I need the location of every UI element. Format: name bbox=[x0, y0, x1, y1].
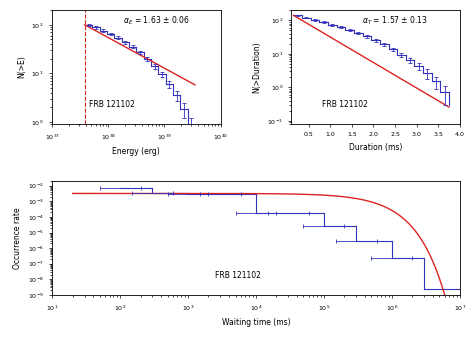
X-axis label: Duration (ms): Duration (ms) bbox=[349, 143, 402, 152]
Text: FRB 121102: FRB 121102 bbox=[215, 271, 261, 280]
X-axis label: Energy (erg): Energy (erg) bbox=[112, 147, 160, 156]
X-axis label: Waiting time (ms): Waiting time (ms) bbox=[222, 318, 290, 327]
Y-axis label: Occurrence rate: Occurrence rate bbox=[13, 207, 22, 269]
Y-axis label: N(>E): N(>E) bbox=[17, 56, 26, 79]
Text: $\alpha_T$ = 1.57 $\pm$ 0.13: $\alpha_T$ = 1.57 $\pm$ 0.13 bbox=[362, 15, 428, 27]
Y-axis label: N(>Duration): N(>Duration) bbox=[252, 41, 261, 93]
Text: FRB 121102: FRB 121102 bbox=[89, 100, 135, 109]
Text: FRB 121102: FRB 121102 bbox=[322, 100, 367, 109]
Text: $\alpha_E$ = 1.63 $\pm$ 0.06: $\alpha_E$ = 1.63 $\pm$ 0.06 bbox=[123, 15, 190, 27]
